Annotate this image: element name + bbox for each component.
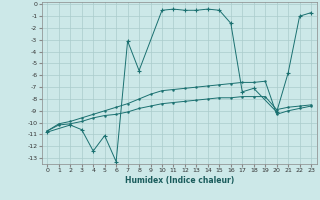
X-axis label: Humidex (Indice chaleur): Humidex (Indice chaleur) xyxy=(124,176,234,185)
